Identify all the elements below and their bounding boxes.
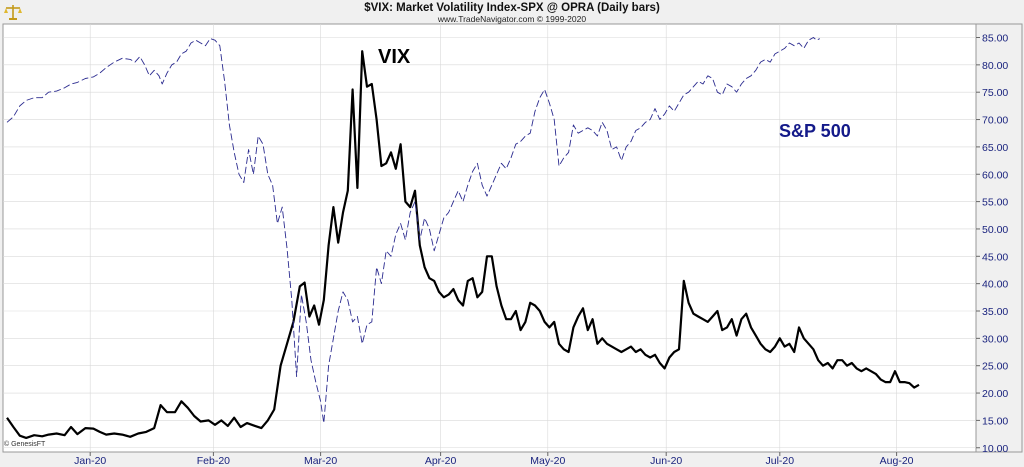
y-tick-label: 70.00 bbox=[982, 115, 1008, 127]
x-tick-label: Jan-20 bbox=[74, 455, 106, 467]
y-tick-label: 40.00 bbox=[982, 279, 1008, 291]
chart-title: $VIX: Market Volatility Index-SPX @ OPRA… bbox=[364, 2, 660, 14]
y-tick-label: 60.00 bbox=[982, 169, 1008, 181]
sp500-annotation: S&P 500 bbox=[779, 121, 851, 141]
y-tick-label: 85.00 bbox=[982, 33, 1008, 45]
series-layer bbox=[6, 37, 920, 439]
y-tick-label: 55.00 bbox=[982, 197, 1008, 209]
y-tick-label: 30.00 bbox=[982, 333, 1008, 345]
chart-header: $VIX: Market Volatility Index-SPX @ OPRA… bbox=[0, 0, 1024, 24]
vix-line bbox=[6, 50, 920, 439]
y-tick-label: 50.00 bbox=[982, 224, 1008, 236]
x-tick-label: Jun-20 bbox=[650, 455, 682, 467]
y-tick-label: 75.00 bbox=[982, 87, 1008, 99]
chart-subtitle: www.TradeNavigator.com © 1999-2020 bbox=[437, 14, 587, 24]
y-tick-label: 45.00 bbox=[982, 251, 1008, 263]
y-axis-ticks: 85.00 80.00 75.00 70.00 65.00 60.00 55.00 50.00… bbox=[976, 33, 1008, 455]
copyright-credit: © GenesisFT bbox=[4, 441, 46, 448]
x-tick-label: Apr-20 bbox=[425, 455, 457, 467]
grid bbox=[3, 24, 976, 452]
y-tick-label: 35.00 bbox=[982, 306, 1008, 318]
y-tick-label: 25.00 bbox=[982, 361, 1008, 373]
x-tick-label: May-20 bbox=[530, 455, 565, 467]
x-tick-label: Aug-20 bbox=[880, 455, 914, 467]
sp500-line bbox=[6, 37, 821, 424]
plot-area bbox=[2, 23, 977, 453]
x-tick-label: Jul-20 bbox=[765, 455, 794, 467]
x-tick-label: Feb-20 bbox=[197, 455, 230, 467]
x-axis-ticks: Jan-20 Feb-20 Mar-20 Apr-20 May-20 Jun-20 Jul-… bbox=[74, 452, 914, 467]
y-tick-label: 20.00 bbox=[982, 388, 1008, 400]
y-tick-label: 10.00 bbox=[982, 443, 1008, 455]
vix-annotation: VIX bbox=[378, 46, 411, 68]
y-tick-label: 80.00 bbox=[982, 60, 1008, 72]
y-axis-panel bbox=[975, 23, 1023, 453]
y-tick-label: 15.00 bbox=[982, 415, 1008, 427]
x-tick-label: Mar-20 bbox=[304, 455, 337, 467]
gold-scale-icon bbox=[4, 5, 22, 20]
y-tick-label: 65.00 bbox=[982, 142, 1008, 154]
